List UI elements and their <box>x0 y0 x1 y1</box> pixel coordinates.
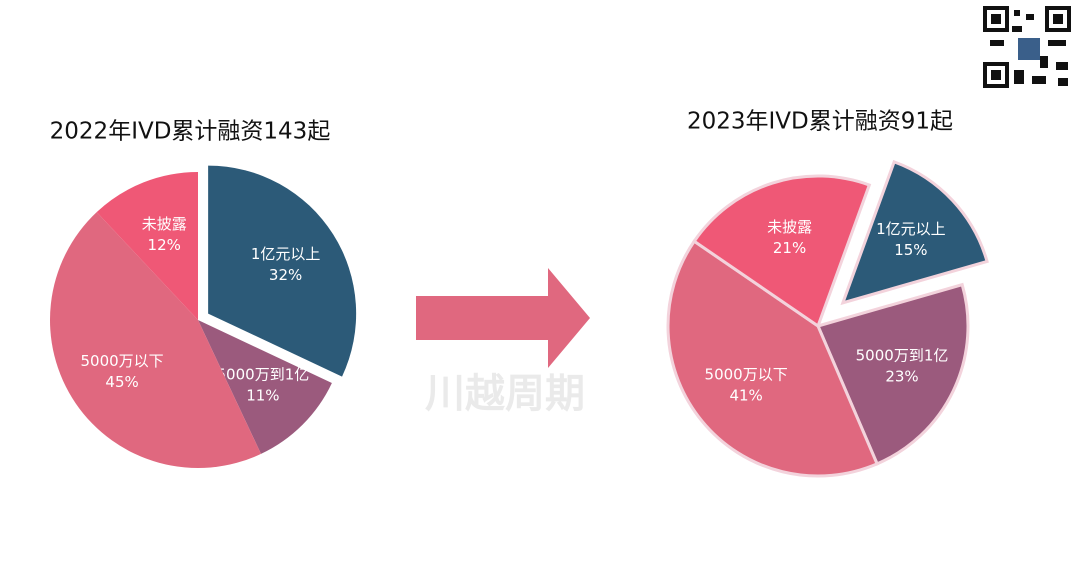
slice-category: 未披露 <box>767 218 812 236</box>
pie-slice <box>198 320 332 454</box>
slice-category: 5000万到1亿 <box>217 365 310 383</box>
slice-value-label: 23% <box>885 367 918 385</box>
slice-category: 1亿元以上 <box>251 245 321 263</box>
pie-slice <box>49 212 262 468</box>
chart-title: 2023年IVD累计融资91起 <box>687 109 953 135</box>
slice-value-label: 45% <box>105 373 138 391</box>
slice-value-label: 11% <box>246 386 279 404</box>
slice-value-label: 15% <box>894 241 927 259</box>
slice-category: 未披露 <box>142 215 187 233</box>
chart-title: 2022年IVD累计融资143起 <box>50 119 331 145</box>
arrow <box>416 268 590 368</box>
slice-category: 5000万到1亿 <box>856 346 949 364</box>
pie-slice <box>815 282 970 466</box>
slice-category: 1亿元以上 <box>876 220 946 238</box>
pie-slice <box>208 165 357 377</box>
slice-value-label: 21% <box>773 239 806 257</box>
pie-slice <box>666 239 880 478</box>
slice-category: 5000万以下 <box>81 352 164 370</box>
slice-category: 5000万以下 <box>705 366 788 384</box>
slice-value-label: 41% <box>729 387 762 405</box>
watermark: 川越周期 <box>425 371 585 417</box>
slice-value-label: 32% <box>269 266 302 284</box>
slice-value-label: 12% <box>148 236 181 254</box>
qr-code <box>983 6 1073 90</box>
pie-slice <box>692 174 872 329</box>
pie-slice <box>96 172 198 320</box>
pie-slice <box>840 159 989 306</box>
